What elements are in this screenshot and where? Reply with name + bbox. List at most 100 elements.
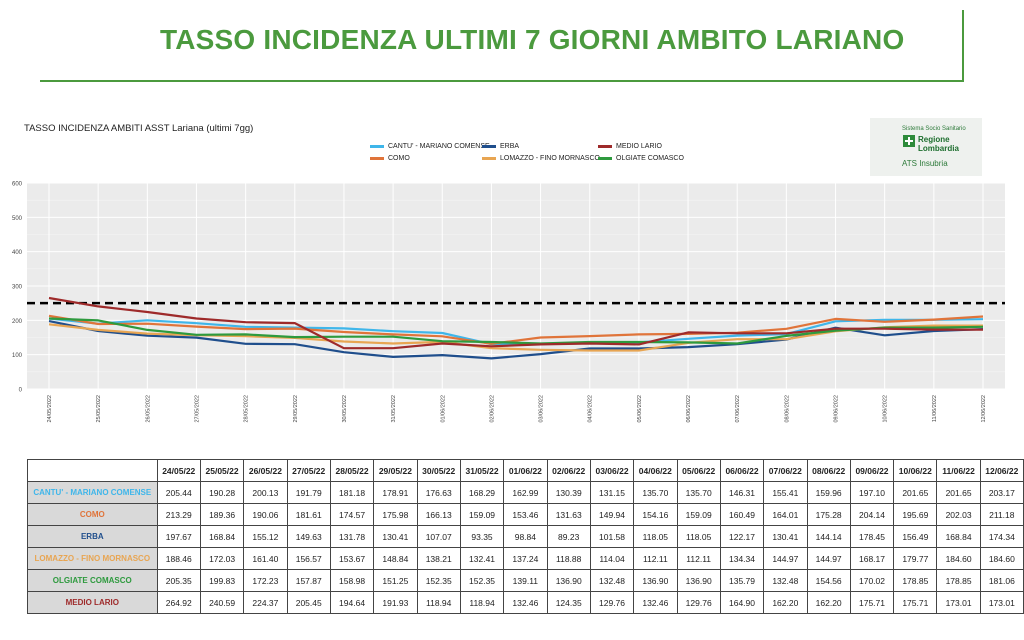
table-cell: 194.64 — [329, 591, 375, 614]
table-cell: 191.93 — [373, 591, 418, 614]
table-date-header: 10/06/22 — [893, 459, 938, 482]
table-cell: 118.94 — [459, 591, 505, 614]
legend-label: COMO — [388, 155, 410, 162]
table-cell: 175.28 — [806, 503, 851, 526]
table-cell: 199.83 — [199, 569, 245, 592]
x-tick-label: 24/05/2022 — [47, 395, 53, 423]
table-cell: 203.17 — [979, 481, 1024, 504]
logo-system-text: Sistema Socio Sanitario — [902, 126, 966, 132]
table-cell: 173.01 — [936, 591, 981, 614]
table-date-header: 08/06/22 — [806, 459, 851, 482]
series-line-1 — [48, 317, 984, 346]
table-cell: 172.03 — [199, 547, 245, 570]
table-date-header: 03/06/22 — [589, 459, 635, 482]
table-cell: 144.97 — [806, 547, 851, 570]
table-cell: 131.15 — [589, 481, 635, 504]
table-cell: 144.97 — [763, 547, 808, 570]
x-tick-label: 02/06/2022 — [489, 395, 495, 423]
table-cell: 134.34 — [719, 547, 765, 570]
table-cell: 144.14 — [806, 525, 851, 548]
legend-swatch — [482, 157, 496, 160]
table-row: ERBA 197.67 168.84 155.12 149.63 131.78 130.41… — [27, 525, 1024, 548]
legend-swatch — [598, 157, 612, 160]
table-cell: 136.90 — [676, 569, 721, 592]
legend-label: LOMAZZO - FINO MORNASCO — [500, 155, 600, 162]
table-cell: 174.57 — [329, 503, 375, 526]
table-cell: 159.96 — [806, 481, 851, 504]
table-cell: 153.67 — [329, 547, 375, 570]
series-line-2 — [48, 314, 984, 345]
data-table: 24/05/22 25/05/22 26/05/22 27/05/22 28/05/22… — [27, 459, 1024, 614]
legend-item-medio-lario: MEDIO LARIO — [598, 143, 662, 150]
table-cell: 132.46 — [633, 591, 678, 614]
table-date-header: 05/06/22 — [676, 459, 721, 482]
table-cell: 135.79 — [719, 569, 765, 592]
table-cell: 190.06 — [243, 503, 288, 526]
table-cell: 178.85 — [936, 569, 981, 592]
table-cell: 162.20 — [763, 591, 808, 614]
table-cell: 170.02 — [849, 569, 895, 592]
table-cell: 202.03 — [936, 503, 981, 526]
table-cell: 118.05 — [676, 525, 721, 548]
table-cell: 112.11 — [633, 547, 678, 570]
table-date-header: 31/05/22 — [459, 459, 505, 482]
table-date-header: 11/06/22 — [936, 459, 981, 482]
table-row: COMO 213.29 189.36 190.06 181.61 174.57 175.98… — [27, 503, 1024, 526]
table-cell: 195.69 — [893, 503, 938, 526]
table-date-header: 29/05/22 — [373, 459, 418, 482]
table-cell: 172.23 — [243, 569, 288, 592]
legend-label: OLGIATE COMASCO — [616, 155, 684, 162]
table-cell: 101.58 — [589, 525, 635, 548]
table-cell: 189.36 — [199, 503, 245, 526]
table-cell: 201.65 — [893, 481, 938, 504]
legend-item-olgiate: OLGIATE COMASCO — [598, 155, 684, 162]
table-cell: 146.31 — [719, 481, 765, 504]
legend-swatch — [370, 145, 384, 148]
table-cell: 184.60 — [936, 547, 981, 570]
x-tick-label: 03/06/2022 — [539, 395, 545, 423]
table-cell: 154.16 — [633, 503, 678, 526]
series-line-6 — [48, 296, 983, 350]
legend-item-como: COMO — [370, 155, 410, 162]
y-tick-label: 300 — [12, 285, 23, 291]
table-row-label: ERBA — [27, 525, 158, 548]
table-cell: 168.84 — [936, 525, 981, 548]
table-cell: 129.76 — [589, 591, 635, 614]
table-cell: 98.84 — [503, 525, 548, 548]
x-tick-label: 26/05/2022 — [145, 395, 151, 423]
table-cell: 178.85 — [893, 569, 938, 592]
y-tick-label: 600 — [12, 182, 23, 188]
table-cell: 107.07 — [416, 525, 461, 548]
table-cell: 112.11 — [676, 547, 721, 570]
y-tick-label: 400 — [12, 250, 23, 256]
table-cell: 164.01 — [763, 503, 808, 526]
table-row-label: CANTU' - MARIANO COMENSE — [27, 481, 158, 504]
table-cell: 201.65 — [936, 481, 981, 504]
table-row: OLGIATE COMASCO 205.35 199.83 172.23 157.87 1… — [27, 569, 1024, 592]
x-tick-label: 09/06/2022 — [834, 395, 840, 423]
table-cell: 211.18 — [979, 503, 1024, 526]
lombardia-cross-icon — [903, 135, 915, 147]
table-cell: 181.06 — [979, 569, 1024, 592]
table-cell: 136.90 — [546, 569, 591, 592]
table-cell: 191.79 — [286, 481, 331, 504]
table-cell: 164.90 — [719, 591, 765, 614]
table-cell: 135.70 — [633, 481, 678, 504]
x-tick-label: 08/06/2022 — [784, 395, 790, 423]
x-tick-label: 05/06/2022 — [637, 395, 643, 423]
table-cell: 124.35 — [546, 591, 591, 614]
table-cell: 175.71 — [893, 591, 938, 614]
legend-label: CANTU' - MARIANO COMENSE — [388, 143, 490, 150]
table-cell: 205.44 — [156, 481, 201, 504]
table-cell: 149.94 — [589, 503, 635, 526]
table-cell: 132.48 — [763, 569, 808, 592]
x-tick-label: 01/06/2022 — [440, 395, 446, 423]
table-cell: 204.14 — [849, 503, 895, 526]
table-date-header: 24/05/22 — [156, 459, 201, 482]
table-cell: 240.59 — [199, 591, 245, 614]
table-cell: 156.57 — [286, 547, 331, 570]
table-cell: 175.71 — [849, 591, 895, 614]
x-tick-label: 11/06/2022 — [932, 395, 938, 422]
table-date-header: 12/06/22 — [979, 459, 1024, 482]
table-cell: 179.77 — [893, 547, 938, 570]
